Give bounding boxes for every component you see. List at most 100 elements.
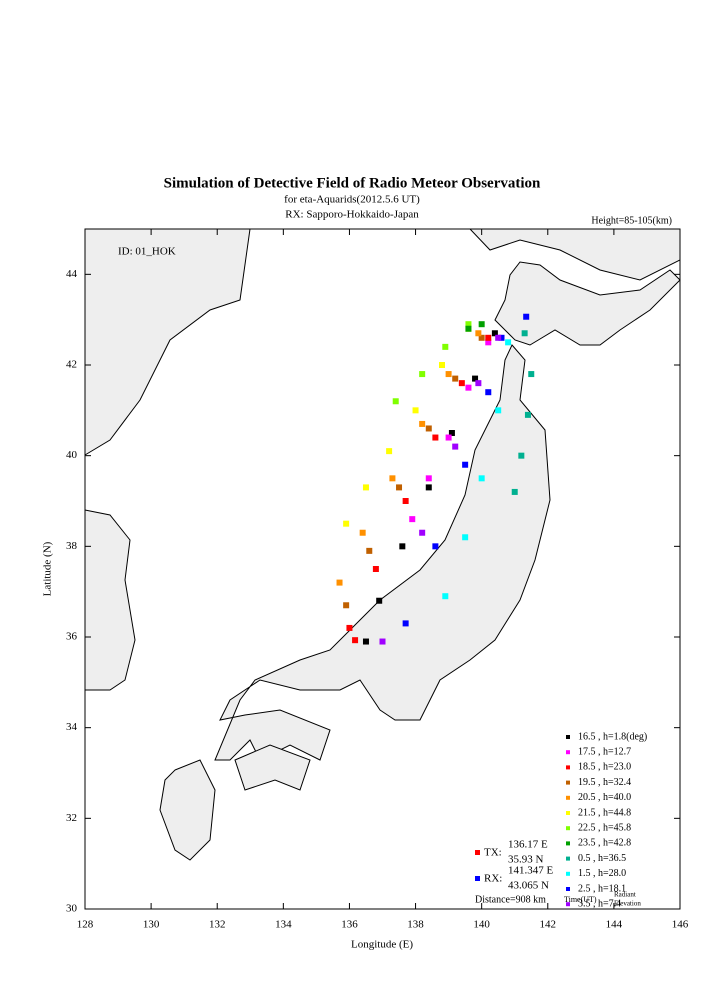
meteor-point (448, 430, 455, 436)
meteor-point (445, 371, 452, 378)
legend-label: 2.5 , h=18.1 (578, 883, 626, 894)
legend-swatch (566, 780, 570, 785)
station-lat: 43.065 N (508, 880, 549, 892)
legend-swatch (475, 876, 480, 881)
legend-label: 20.5 , h=40.0 (578, 792, 631, 803)
meteor-point (528, 371, 535, 378)
meteor-point (452, 443, 459, 450)
x-tick-label: 138 (407, 919, 424, 931)
meteor-point (495, 407, 502, 414)
meteor-point (495, 334, 502, 341)
legend-label: 19.5 , h=32.4 (578, 777, 631, 788)
y-tick-label: 30 (66, 903, 78, 915)
y-tick-label: 36 (66, 631, 78, 643)
meteor-point (485, 389, 492, 396)
meteor-point (478, 475, 485, 482)
meteor-point (392, 398, 399, 405)
legend-label: 16.5 , h=1.8(deg) (578, 731, 647, 742)
distance: Distance=908 km (475, 894, 546, 905)
meteor-point (518, 452, 525, 459)
meteor-point (343, 602, 350, 609)
height-note: Height=85-105(km) (591, 215, 672, 226)
legend-label: 3.5 , h=7.4 (578, 898, 621, 909)
x-tick-label: 132 (209, 919, 226, 931)
subtitle: RX: Sapporo-Hokkaido-Japan (285, 209, 419, 221)
meteor-point (511, 488, 518, 495)
elevation-label: Radiant (614, 891, 636, 899)
station-label: TX: (484, 847, 502, 859)
chart-title: Simulation of Detective Field of Radio M… (164, 175, 541, 191)
y-tick-label: 42 (66, 359, 77, 371)
station-marker (352, 637, 359, 644)
y-tick-label: 32 (66, 812, 77, 824)
meteor-point (442, 593, 449, 600)
shikoku (234, 744, 311, 791)
y-tick-label: 44 (66, 268, 78, 280)
legend-swatch (566, 887, 570, 891)
x-axis-label: Longitude (E) (351, 939, 413, 951)
meteor-point (399, 543, 406, 550)
meteor-point (425, 484, 432, 491)
id-label: ID: 01_HOK (118, 246, 176, 258)
x-tick-label: 128 (77, 919, 94, 931)
meteor-point (442, 343, 449, 350)
station-marker (523, 313, 530, 320)
meteor-point (366, 547, 373, 554)
meteor-point (419, 420, 426, 427)
legend-swatch (475, 850, 480, 855)
meteor-point (343, 520, 350, 527)
legend-label: 22.5 , h=45.8 (578, 822, 631, 833)
meteor-point (376, 597, 383, 604)
legend-swatch (566, 735, 570, 739)
legend-swatch (566, 811, 570, 815)
meteor-point (478, 321, 485, 328)
meteor-point (458, 380, 465, 387)
meteor-point (419, 371, 426, 378)
meteor-point (386, 448, 393, 455)
plot-frame (84, 228, 681, 910)
meteor-point (462, 461, 469, 468)
meteor-point (359, 529, 366, 536)
meteor-point (465, 325, 472, 332)
legend-swatch (566, 871, 570, 876)
x-tick-label: 134 (275, 919, 292, 931)
meteor-point (475, 380, 482, 387)
y-tick-label: 38 (66, 540, 78, 552)
kyushu (159, 759, 216, 861)
continent (84, 228, 251, 456)
legend-swatch (566, 795, 570, 800)
meteor-point (432, 543, 439, 550)
meteor-point (362, 484, 369, 491)
legend-label: 1.5 , h=28.0 (578, 868, 626, 879)
legend-swatch (566, 765, 570, 770)
meteor-point (485, 334, 492, 341)
korea (84, 509, 136, 691)
meteor-point (425, 425, 432, 432)
meteor-point (409, 516, 416, 523)
meteor-point (521, 330, 528, 337)
y-tick-label: 40 (66, 449, 78, 461)
meteor-point (372, 566, 379, 572)
legend-swatch (566, 841, 570, 846)
meteor-point (439, 362, 445, 368)
honshu (214, 344, 551, 761)
time-label: Time(UT) (564, 895, 597, 904)
meteor-point (336, 579, 343, 586)
subtitle: for eta-Aquarids(2012.5.6 UT) (284, 194, 420, 206)
legend-swatch (566, 750, 570, 755)
x-tick-label: 146 (672, 919, 689, 931)
meteor-point (472, 375, 479, 382)
y-tick-label: 34 (66, 721, 78, 733)
meteor-point (478, 334, 485, 341)
x-tick-label: 130 (143, 919, 160, 931)
meteor-point (452, 375, 459, 382)
sakhalin (468, 228, 681, 281)
meteor-point (445, 434, 452, 441)
station-lon: 141.347 E (508, 865, 554, 877)
x-tick-label: 140 (473, 919, 490, 931)
meteor-point (419, 529, 426, 536)
legend-label: 21.5 , h=44.8 (578, 807, 631, 818)
x-tick-label: 142 (540, 919, 557, 931)
meteor-point (498, 334, 505, 341)
meteor-point (491, 330, 498, 337)
